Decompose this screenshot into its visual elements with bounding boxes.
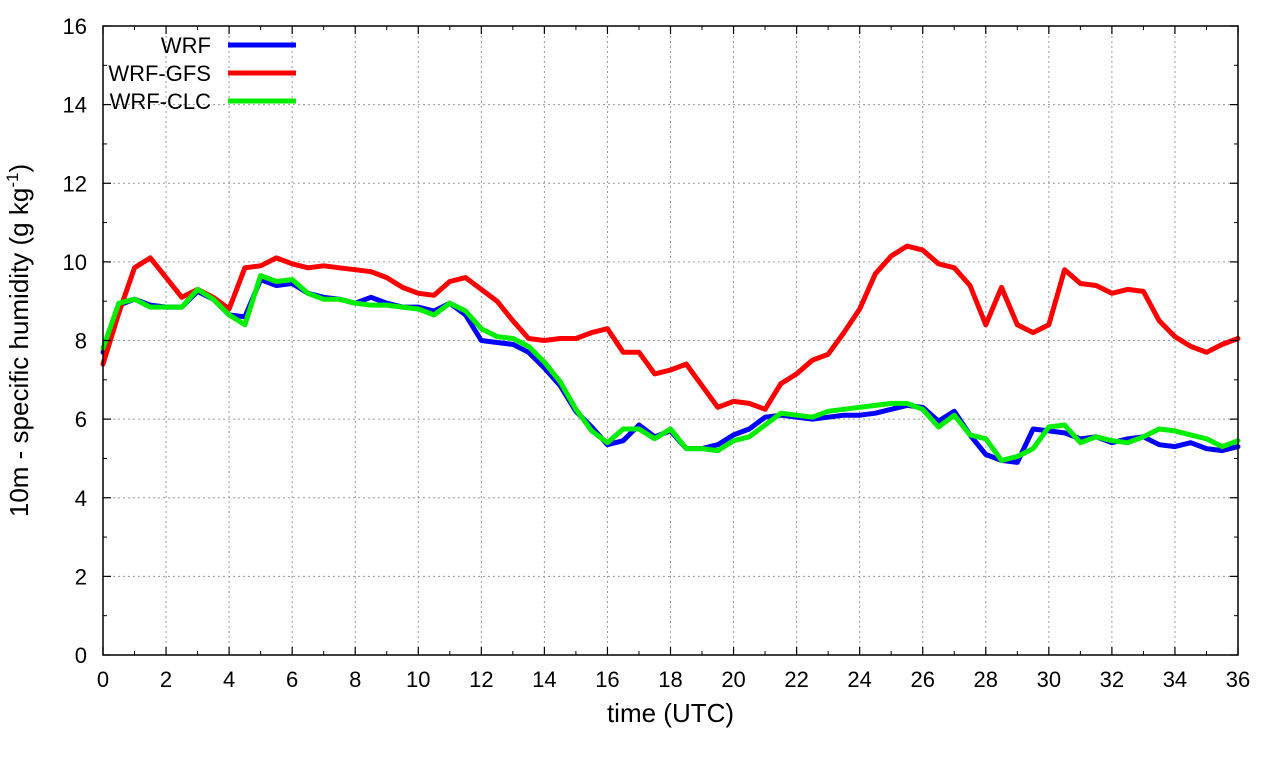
legend: WRF WRF-GFS WRF-CLC <box>108 33 296 114</box>
y-tick-label: 8 <box>75 329 87 354</box>
x-tick-label: 36 <box>1226 667 1250 692</box>
x-axis-title: time (UTC) <box>607 698 734 728</box>
x-tick-label: 8 <box>349 667 361 692</box>
x-tick-label: 0 <box>97 667 109 692</box>
x-tick-label: 26 <box>910 667 934 692</box>
legend-label: WRF <box>161 33 211 58</box>
grid <box>103 26 1238 655</box>
y-tick-label: 6 <box>75 407 87 432</box>
y-tick-label: 0 <box>75 643 87 668</box>
x-axis-tick-labels: 0 2 4 6 8 10 12 14 16 18 20 22 24 26 28 30 32 34 36 <box>97 667 1250 692</box>
y-axis-title-exponent: -1 <box>3 173 22 188</box>
series-line-wrf-gfs <box>100 243 1241 412</box>
y-axis-tick-labels: 0 2 4 6 8 10 12 14 16 <box>63 14 87 668</box>
y-tick-label: 14 <box>63 93 87 118</box>
y-tick-label: 2 <box>75 564 87 589</box>
axis-ticks <box>102 25 1239 656</box>
x-tick-label: 20 <box>721 667 745 692</box>
x-tick-label: 22 <box>784 667 808 692</box>
x-tick-label: 18 <box>658 667 682 692</box>
x-tick-label: 34 <box>1163 667 1187 692</box>
y-axis-title: 10m - specific humidity (g kg-1) <box>3 164 34 517</box>
x-tick-label: 6 <box>286 667 298 692</box>
x-tick-label: 16 <box>595 667 619 692</box>
x-tick-label: 12 <box>469 667 493 692</box>
y-tick-label: 16 <box>63 14 87 39</box>
y-tick-label: 10 <box>63 250 87 275</box>
legend-label: WRF-GFS <box>108 61 211 86</box>
x-tick-label: 10 <box>406 667 430 692</box>
legend-label: WRF-CLC <box>110 89 212 114</box>
x-tick-label: 14 <box>532 667 556 692</box>
y-tick-label: 12 <box>63 171 87 196</box>
x-tick-label: 30 <box>1037 667 1061 692</box>
x-tick-label: 32 <box>1100 667 1124 692</box>
x-tick-label: 4 <box>223 667 235 692</box>
series-lines <box>100 243 1241 465</box>
x-tick-label: 2 <box>160 667 172 692</box>
x-tick-label: 28 <box>974 667 998 692</box>
series-line-wrf-clc <box>100 273 1241 463</box>
y-tick-label: 4 <box>75 486 87 511</box>
y-axis-title-text: 10m - specific humidity (g kg <box>4 188 34 517</box>
x-tick-label: 24 <box>847 667 871 692</box>
y-axis-title-suffix: ) <box>4 164 34 173</box>
